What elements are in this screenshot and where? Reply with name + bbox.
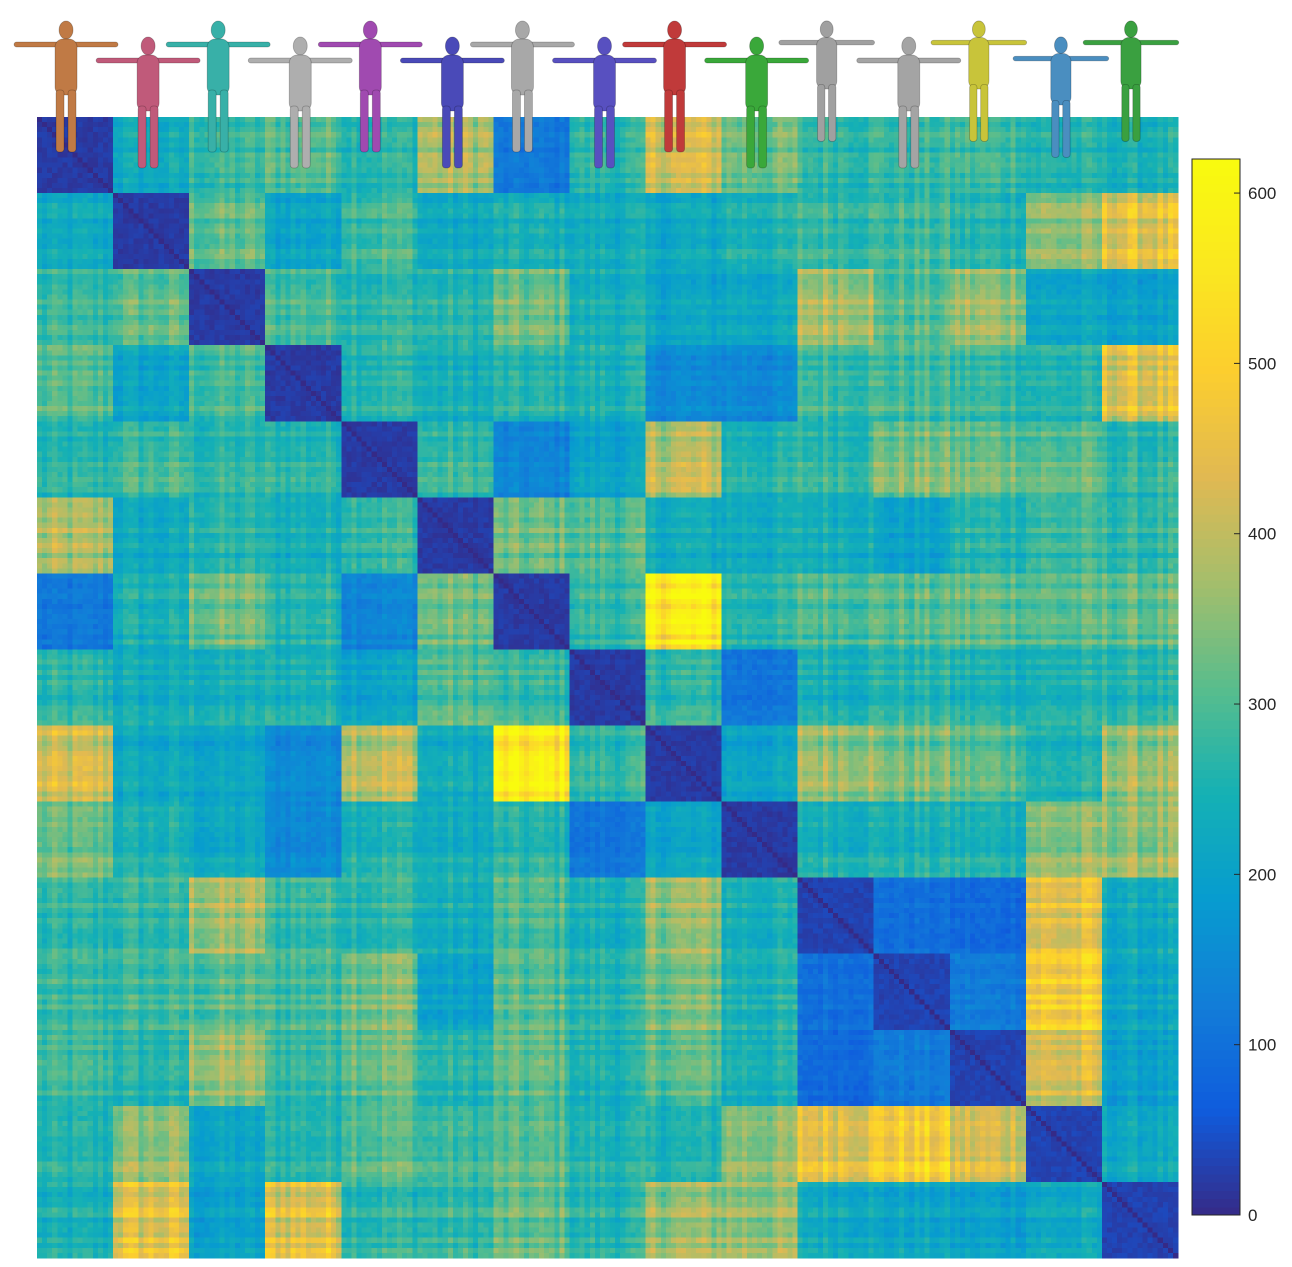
human-figure-2 — [95, 36, 201, 169]
colorbar-frame — [1191, 158, 1241, 1216]
human-figure-9 — [622, 20, 727, 153]
colorbar-tick-label: 200 — [1248, 865, 1276, 884]
human-figure-8 — [552, 36, 657, 169]
human-figure-1 — [13, 20, 119, 153]
human-figure-12 — [856, 36, 962, 169]
colorbar-gradient — [1192, 159, 1240, 1216]
human-figure-7 — [470, 20, 575, 153]
human-figure-4 — [247, 36, 353, 169]
human-figure-6 — [399, 36, 505, 169]
human-figure-13 — [930, 20, 1028, 142]
colorbar-tick-label: 300 — [1248, 695, 1276, 714]
human-figure-5 — [317, 20, 423, 153]
human-figure-15 — [1082, 20, 1180, 142]
heatmap-cells — [37, 117, 1179, 1259]
colorbar-tick-label: 0 — [1248, 1206, 1257, 1225]
human-figure-10 — [704, 36, 810, 169]
colorbar-tick-label: 400 — [1248, 525, 1276, 544]
human-figure-3 — [165, 20, 271, 153]
human-figure-11 — [778, 20, 875, 142]
colorbar-tick-label: 600 — [1248, 184, 1276, 203]
human-figure-14 — [1012, 36, 1110, 158]
colorbar-ticks: 0 100 200 300 400 500 600 — [1234, 184, 1276, 1225]
colorbar-tick-label: 100 — [1248, 1036, 1276, 1055]
colorbar-tick-label: 500 — [1248, 354, 1276, 373]
